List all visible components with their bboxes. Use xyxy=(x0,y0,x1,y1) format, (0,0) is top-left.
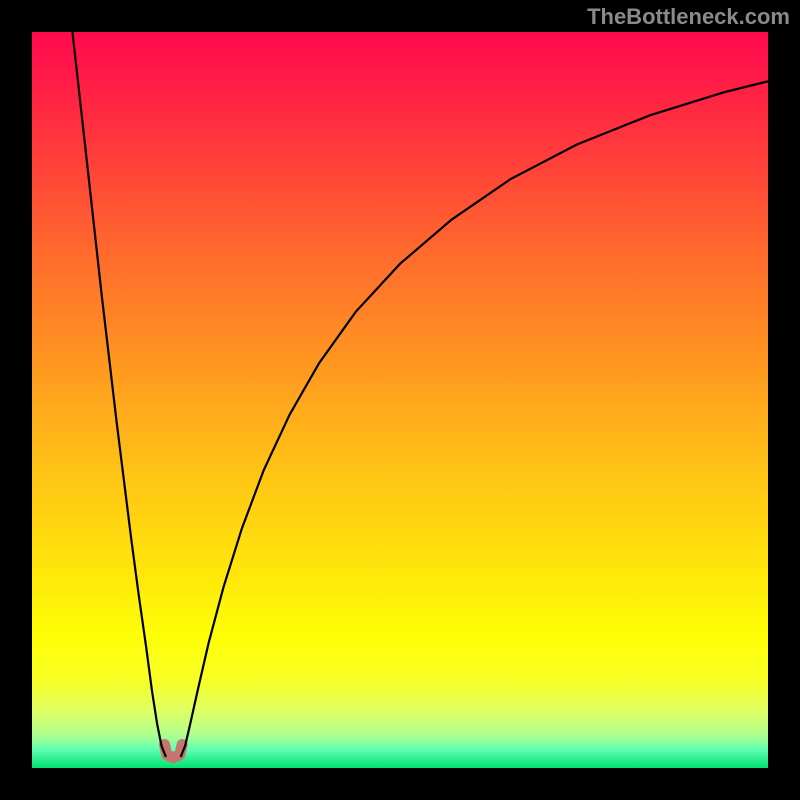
curve-layer xyxy=(32,32,768,768)
watermark-text: TheBottleneck.com xyxy=(587,4,790,30)
chart-container: TheBottleneck.com xyxy=(0,0,800,800)
plot-area xyxy=(32,32,768,768)
valley-marker xyxy=(164,744,182,757)
curve-right-branch xyxy=(181,81,768,757)
curve-left-branch xyxy=(72,32,165,757)
